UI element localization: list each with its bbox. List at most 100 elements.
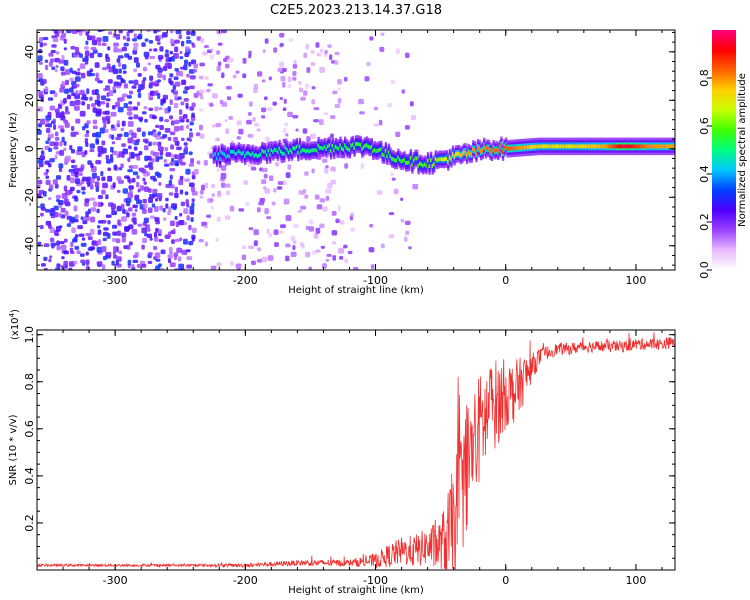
noise-cell [39, 155, 45, 161]
spectrogram-ridge [212, 135, 675, 175]
noise-cell [85, 40, 89, 46]
noise-cell [169, 220, 175, 227]
ridge-cell [514, 146, 517, 151]
ridge-cell [364, 143, 367, 148]
noise-cell [186, 124, 190, 130]
noise-cell [128, 80, 134, 84]
noise-cell [50, 50, 56, 54]
noise-cell [105, 102, 110, 108]
noise-cell [285, 255, 290, 262]
noise-cell [321, 206, 328, 212]
noise-cell [61, 256, 65, 260]
noise-cell [122, 188, 129, 194]
noise-cell [147, 131, 154, 136]
spectrogram-noise [37, 30, 419, 270]
noise-cell [174, 68, 179, 72]
ridge-cell [261, 148, 264, 153]
noise-cell [116, 58, 121, 63]
noise-cell [49, 255, 53, 259]
noise-cell [174, 119, 180, 125]
noise-cell [129, 90, 133, 95]
noise-cell [141, 111, 147, 115]
noise-cell [74, 178, 81, 184]
noise-cell [123, 42, 129, 47]
noise-cell [310, 50, 315, 54]
noise-cell [101, 264, 106, 270]
noise-cell [83, 202, 89, 207]
noise-cell [212, 93, 218, 99]
noise-cell [170, 38, 175, 44]
noise-cell [106, 63, 111, 69]
noise-cell [179, 189, 184, 195]
noise-cell [308, 266, 312, 270]
noise-cell [120, 127, 124, 131]
noise-cell [84, 55, 89, 62]
ridge-cell [356, 141, 359, 146]
noise-cell [182, 113, 188, 119]
ridge-cell [239, 150, 242, 155]
noise-cell [127, 169, 133, 173]
noise-cell [106, 232, 111, 239]
noise-cell [89, 228, 95, 235]
noise-cell [69, 67, 73, 73]
noise-cell [268, 233, 273, 238]
ridge-cell [286, 147, 289, 152]
ridge-cell [415, 156, 419, 161]
noise-cell [128, 116, 133, 120]
noise-cell [69, 216, 76, 223]
noise-cell [199, 89, 205, 94]
noise-cell [55, 112, 61, 118]
noise-cell [225, 55, 230, 60]
noise-cell [217, 268, 222, 270]
noise-cell [193, 168, 199, 175]
ridge-cell [228, 154, 231, 159]
noise-cell [293, 59, 297, 65]
noise-cell [85, 265, 90, 270]
noise-cell [97, 239, 102, 246]
ridge-cell [620, 144, 623, 149]
ridge-cell [383, 153, 386, 158]
noise-cell [199, 189, 204, 195]
noise-cell [313, 107, 320, 111]
ridge-cell [345, 145, 348, 150]
noise-cell [156, 173, 162, 178]
noise-cell [70, 45, 76, 50]
noise-cell [117, 256, 122, 262]
ridge-cell [358, 142, 361, 147]
ridge-cell [401, 159, 405, 163]
noise-cell [75, 118, 81, 124]
noise-cell [107, 46, 111, 51]
ridge-cell [469, 152, 472, 157]
ridge-cell [350, 143, 353, 148]
noise-cell [43, 267, 48, 270]
noise-cell [171, 239, 175, 244]
noise-cell [206, 214, 212, 218]
ridge-cell [275, 148, 278, 153]
ridge-cell [476, 145, 480, 150]
noise-cell [217, 61, 222, 67]
noise-cell [131, 217, 137, 223]
noise-cell [105, 98, 111, 102]
ridge-cell [369, 145, 372, 150]
noise-cell [89, 68, 93, 73]
ridge-cell [334, 144, 338, 149]
ridge-cell [329, 148, 333, 153]
ridge-cell [579, 144, 583, 149]
noise-cell [209, 198, 214, 202]
noise-cell [153, 30, 158, 34]
noise-cell [228, 115, 234, 120]
noise-cell [410, 114, 417, 121]
ridge-cell [262, 149, 266, 154]
noise-cell [203, 44, 209, 49]
noise-cell [168, 192, 174, 196]
noise-cell [153, 245, 158, 251]
noise-cell [261, 115, 266, 119]
ridge-cell [672, 144, 675, 149]
ridge-cell [423, 162, 427, 167]
noise-cell [76, 250, 81, 255]
noise-cell [172, 90, 178, 95]
noise-cell [391, 177, 396, 181]
noise-cell [133, 57, 139, 63]
noise-cell [52, 118, 56, 123]
ridge-cell [570, 144, 573, 149]
